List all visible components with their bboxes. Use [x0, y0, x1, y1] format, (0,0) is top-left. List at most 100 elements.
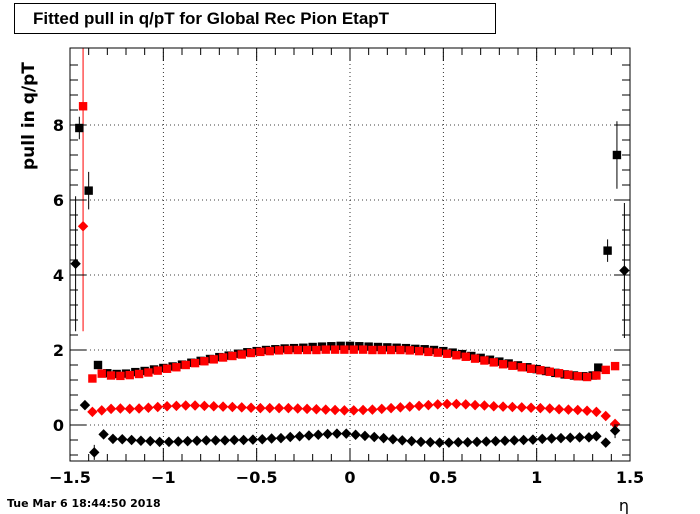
data-point-diamond — [229, 434, 240, 446]
data-point-diamond — [443, 437, 455, 448]
data-point-diamond — [161, 401, 173, 412]
x-tick-label: −0.5 — [236, 468, 278, 487]
data-point-diamond — [488, 401, 499, 412]
data-point-diamond — [591, 431, 602, 442]
data-point-diamond — [247, 434, 259, 445]
data-point-square — [592, 371, 601, 380]
x-tick-label: −1 — [151, 468, 176, 487]
data-point-diamond — [210, 435, 221, 446]
data-point-square — [274, 346, 284, 355]
data-point-diamond — [322, 428, 333, 440]
data-point-square — [545, 367, 554, 376]
data-point-diamond — [180, 400, 191, 411]
data-point-diamond — [264, 402, 275, 414]
data-point-square — [88, 374, 97, 383]
data-point-square — [228, 351, 237, 361]
data-point-square — [256, 347, 265, 357]
data-point-square — [424, 347, 433, 357]
timestamp-label: Tue Mar 6 18:44:50 2018 — [7, 497, 161, 510]
data-point-diamond — [527, 434, 539, 445]
data-point-diamond — [583, 432, 595, 443]
data-point-square — [498, 360, 508, 369]
data-point-square — [377, 345, 386, 355]
x-tick-label: 1 — [531, 468, 542, 487]
data-point-diamond — [255, 402, 266, 414]
data-point-diamond — [553, 404, 565, 415]
data-point-diamond — [378, 432, 389, 444]
data-point-square — [594, 363, 603, 372]
data-point-diamond — [460, 399, 471, 410]
data-point-diamond — [555, 432, 567, 444]
data-point-diamond — [79, 399, 91, 411]
data-point-diamond — [509, 435, 520, 446]
data-point-diamond — [217, 401, 229, 412]
y-tick-label: 8 — [53, 116, 64, 135]
data-point-square — [442, 349, 452, 358]
data-point-diamond — [600, 410, 611, 422]
data-point-square — [470, 354, 480, 363]
data-point-diamond — [600, 437, 611, 448]
data-point-square — [218, 353, 228, 362]
data-point-diamond — [189, 400, 201, 411]
data-point-diamond — [301, 403, 313, 415]
data-point-square — [489, 358, 498, 367]
data-point-diamond — [497, 401, 509, 412]
data-point-diamond — [376, 403, 387, 415]
data-point-square — [386, 345, 396, 355]
data-point-square — [125, 370, 134, 380]
data-point-square — [93, 360, 103, 370]
data-point-diamond — [191, 435, 203, 446]
data-point-square — [573, 372, 582, 381]
data-point-diamond — [283, 402, 294, 414]
data-point-square — [162, 364, 172, 373]
data-point-diamond — [245, 402, 257, 413]
data-point-diamond — [331, 428, 343, 439]
x-tick-label: 1.5 — [616, 468, 644, 487]
data-point-diamond — [236, 402, 247, 413]
data-point-diamond — [434, 437, 445, 448]
data-point-diamond — [285, 431, 296, 443]
data-point-diamond — [115, 403, 126, 414]
axis-ticks — [69, 48, 631, 461]
x-tick-label: 0.5 — [429, 468, 457, 487]
data-point-square — [78, 102, 88, 111]
data-point-diamond — [350, 429, 361, 440]
data-point-square — [526, 364, 536, 373]
data-point-diamond — [143, 402, 154, 413]
data-point-square — [246, 348, 256, 358]
data-point-square — [134, 369, 144, 379]
data-point-diamond — [387, 434, 399, 445]
data-point-square — [321, 345, 330, 354]
y-tick-label: 4 — [53, 266, 64, 285]
data-point-diamond — [425, 437, 436, 448]
data-point-diamond — [266, 433, 277, 444]
data-point-square — [582, 372, 592, 382]
data-point-square — [405, 346, 414, 355]
data-point-square — [172, 363, 181, 372]
data-point-diamond — [199, 400, 210, 412]
data-point-diamond — [227, 401, 238, 413]
data-point-square — [153, 366, 162, 375]
data-point-diamond — [152, 401, 163, 413]
data-point-square — [603, 246, 612, 255]
data-point-diamond — [535, 402, 546, 414]
data-point-diamond — [397, 435, 408, 446]
data-point-diamond — [367, 404, 378, 415]
data-point-square — [312, 345, 321, 355]
data-point-square — [508, 361, 517, 370]
data-point-diamond — [572, 404, 583, 416]
data-point-diamond — [471, 436, 483, 448]
data-point-square — [452, 351, 461, 360]
data-point-diamond — [451, 398, 462, 410]
data-point-square — [517, 363, 526, 372]
data-point-square — [284, 345, 293, 355]
data-point-diamond — [208, 401, 219, 412]
data-point-diamond — [311, 404, 322, 415]
data-point-square — [564, 370, 573, 379]
data-point-diamond — [537, 433, 548, 445]
data-point-diamond — [313, 429, 324, 440]
data-point-square — [461, 352, 470, 361]
data-point-square — [116, 371, 125, 381]
data-point-square — [601, 365, 610, 375]
data-point-diamond — [413, 400, 425, 412]
